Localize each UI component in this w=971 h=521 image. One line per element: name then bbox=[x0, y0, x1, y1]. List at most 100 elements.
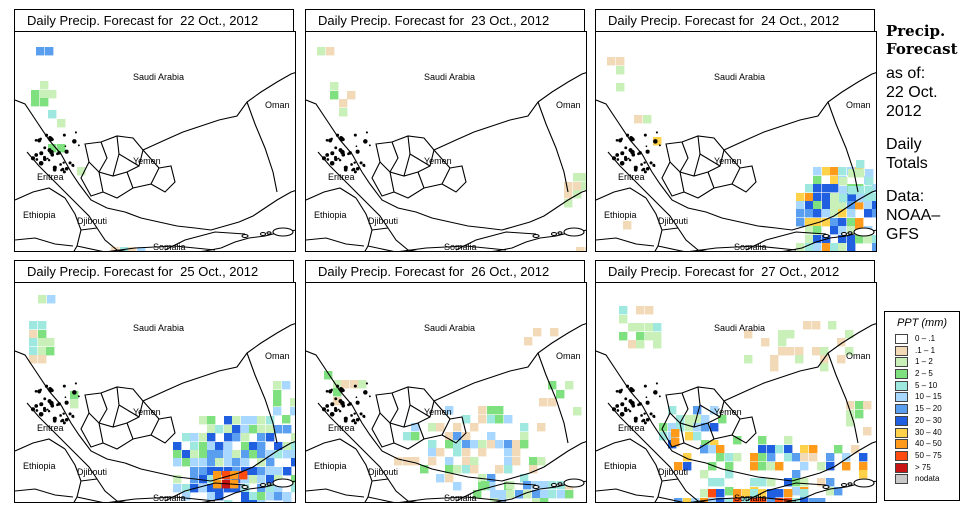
boundary-line bbox=[661, 478, 679, 482]
precip-cell bbox=[855, 410, 864, 419]
precip-cell bbox=[750, 498, 759, 502]
boundary-line bbox=[596, 237, 655, 247]
island-dot bbox=[655, 131, 658, 134]
boundary-line bbox=[132, 149, 160, 189]
precip-cell bbox=[855, 201, 864, 210]
map-label-yemen: Yemen bbox=[424, 156, 452, 166]
island-dot bbox=[643, 170, 647, 174]
boundary-line bbox=[15, 187, 66, 201]
precip-cell bbox=[864, 251, 872, 252]
precip-cell bbox=[487, 406, 496, 415]
island-dot bbox=[655, 382, 658, 385]
precip-cell bbox=[207, 442, 216, 451]
precip-cell bbox=[257, 442, 266, 451]
island-dot bbox=[643, 412, 646, 415]
data-source-2: GFS bbox=[886, 226, 919, 243]
boundary-line bbox=[661, 412, 685, 448]
boundary-line bbox=[827, 352, 859, 444]
map-label-saudi: Saudi Arabia bbox=[714, 323, 765, 333]
island-dot bbox=[335, 384, 340, 388]
precip-cell bbox=[190, 467, 199, 476]
precip-cell bbox=[182, 433, 191, 442]
precip-cell bbox=[224, 458, 233, 467]
precip-cell bbox=[643, 115, 652, 124]
map-label-ethiopia: Ethiopia bbox=[23, 461, 56, 471]
legend-label: 1 – 2 bbox=[915, 357, 933, 367]
boundary-line bbox=[699, 153, 721, 167]
precip-cell bbox=[77, 167, 86, 176]
precip-cell bbox=[224, 416, 233, 425]
precip-cell bbox=[803, 321, 812, 330]
precip-cell bbox=[758, 462, 767, 471]
precip-cell bbox=[57, 144, 66, 153]
boundary-line bbox=[15, 438, 66, 452]
precip-cell bbox=[182, 492, 191, 501]
island-shape bbox=[266, 231, 272, 235]
precip-cell bbox=[834, 445, 843, 454]
map-label-oman: Oman bbox=[846, 100, 871, 110]
island-shape bbox=[557, 482, 563, 486]
boundary-line bbox=[455, 231, 537, 251]
precip-cell bbox=[224, 442, 233, 451]
island-dot bbox=[39, 402, 44, 407]
precip-cell bbox=[504, 465, 513, 474]
precip-cell bbox=[490, 490, 499, 499]
precip-cell bbox=[266, 475, 275, 484]
forecast-panel-5: Daily Precip. Forecast for 26 Oct., 2012… bbox=[305, 260, 587, 503]
precip-cell bbox=[232, 416, 241, 425]
precip-cell bbox=[830, 218, 839, 227]
island-dot bbox=[638, 151, 642, 155]
legend-label: nodata bbox=[915, 474, 940, 484]
precip-cell bbox=[826, 462, 835, 471]
precip-cell bbox=[805, 201, 814, 210]
precip-cell bbox=[436, 474, 445, 483]
precip-cell bbox=[733, 489, 742, 498]
precip-cell bbox=[232, 433, 241, 442]
island-shape bbox=[550, 482, 558, 488]
precip-cell bbox=[716, 498, 725, 502]
map-label-ethiopia: Ethiopia bbox=[314, 461, 347, 471]
island-dot bbox=[35, 158, 39, 161]
precip-cell bbox=[851, 445, 860, 454]
precip-cell bbox=[411, 457, 420, 466]
precip-cell bbox=[847, 201, 856, 210]
boundary-line bbox=[441, 165, 467, 193]
island-dot bbox=[43, 157, 47, 162]
island-shape bbox=[847, 231, 853, 235]
precip-cell bbox=[700, 470, 709, 479]
precip-cell bbox=[693, 415, 702, 424]
precip-cell bbox=[520, 432, 529, 441]
precip-cell bbox=[708, 445, 717, 454]
map-label-oman: Oman bbox=[265, 100, 290, 110]
precip-cell bbox=[645, 323, 654, 332]
legend-item: 50 – 75 bbox=[885, 450, 959, 462]
island-dot bbox=[343, 165, 348, 170]
precip-cell bbox=[224, 450, 233, 459]
map-label-oman: Oman bbox=[556, 351, 581, 361]
precip-cell bbox=[420, 465, 429, 474]
boundary-line bbox=[409, 153, 431, 167]
precip-cell bbox=[645, 332, 654, 341]
island-dot bbox=[62, 133, 66, 137]
precip-cell bbox=[330, 91, 339, 100]
legend-item: 15 – 20 bbox=[885, 403, 959, 415]
precip-cell bbox=[805, 209, 814, 218]
island-dot bbox=[326, 409, 330, 412]
precip-cell bbox=[585, 247, 586, 251]
legend-label: 20 – 30 bbox=[915, 415, 942, 425]
precip-cell bbox=[693, 406, 702, 415]
island-dot bbox=[355, 396, 358, 399]
precip-cell bbox=[537, 423, 546, 432]
precip-cell bbox=[29, 321, 38, 330]
precip-cell bbox=[38, 295, 47, 304]
island-dot bbox=[351, 169, 354, 172]
legend-swatch bbox=[895, 439, 908, 450]
map-label-djibouti: Djibouti bbox=[658, 467, 688, 477]
island-dot bbox=[68, 161, 72, 165]
island-dot bbox=[618, 389, 623, 394]
precip-cell bbox=[207, 425, 216, 434]
island-dot bbox=[34, 404, 39, 408]
map-label-eritrea: Eritrea bbox=[37, 423, 64, 433]
precip-cell bbox=[324, 371, 333, 380]
precip-cell bbox=[607, 57, 616, 66]
